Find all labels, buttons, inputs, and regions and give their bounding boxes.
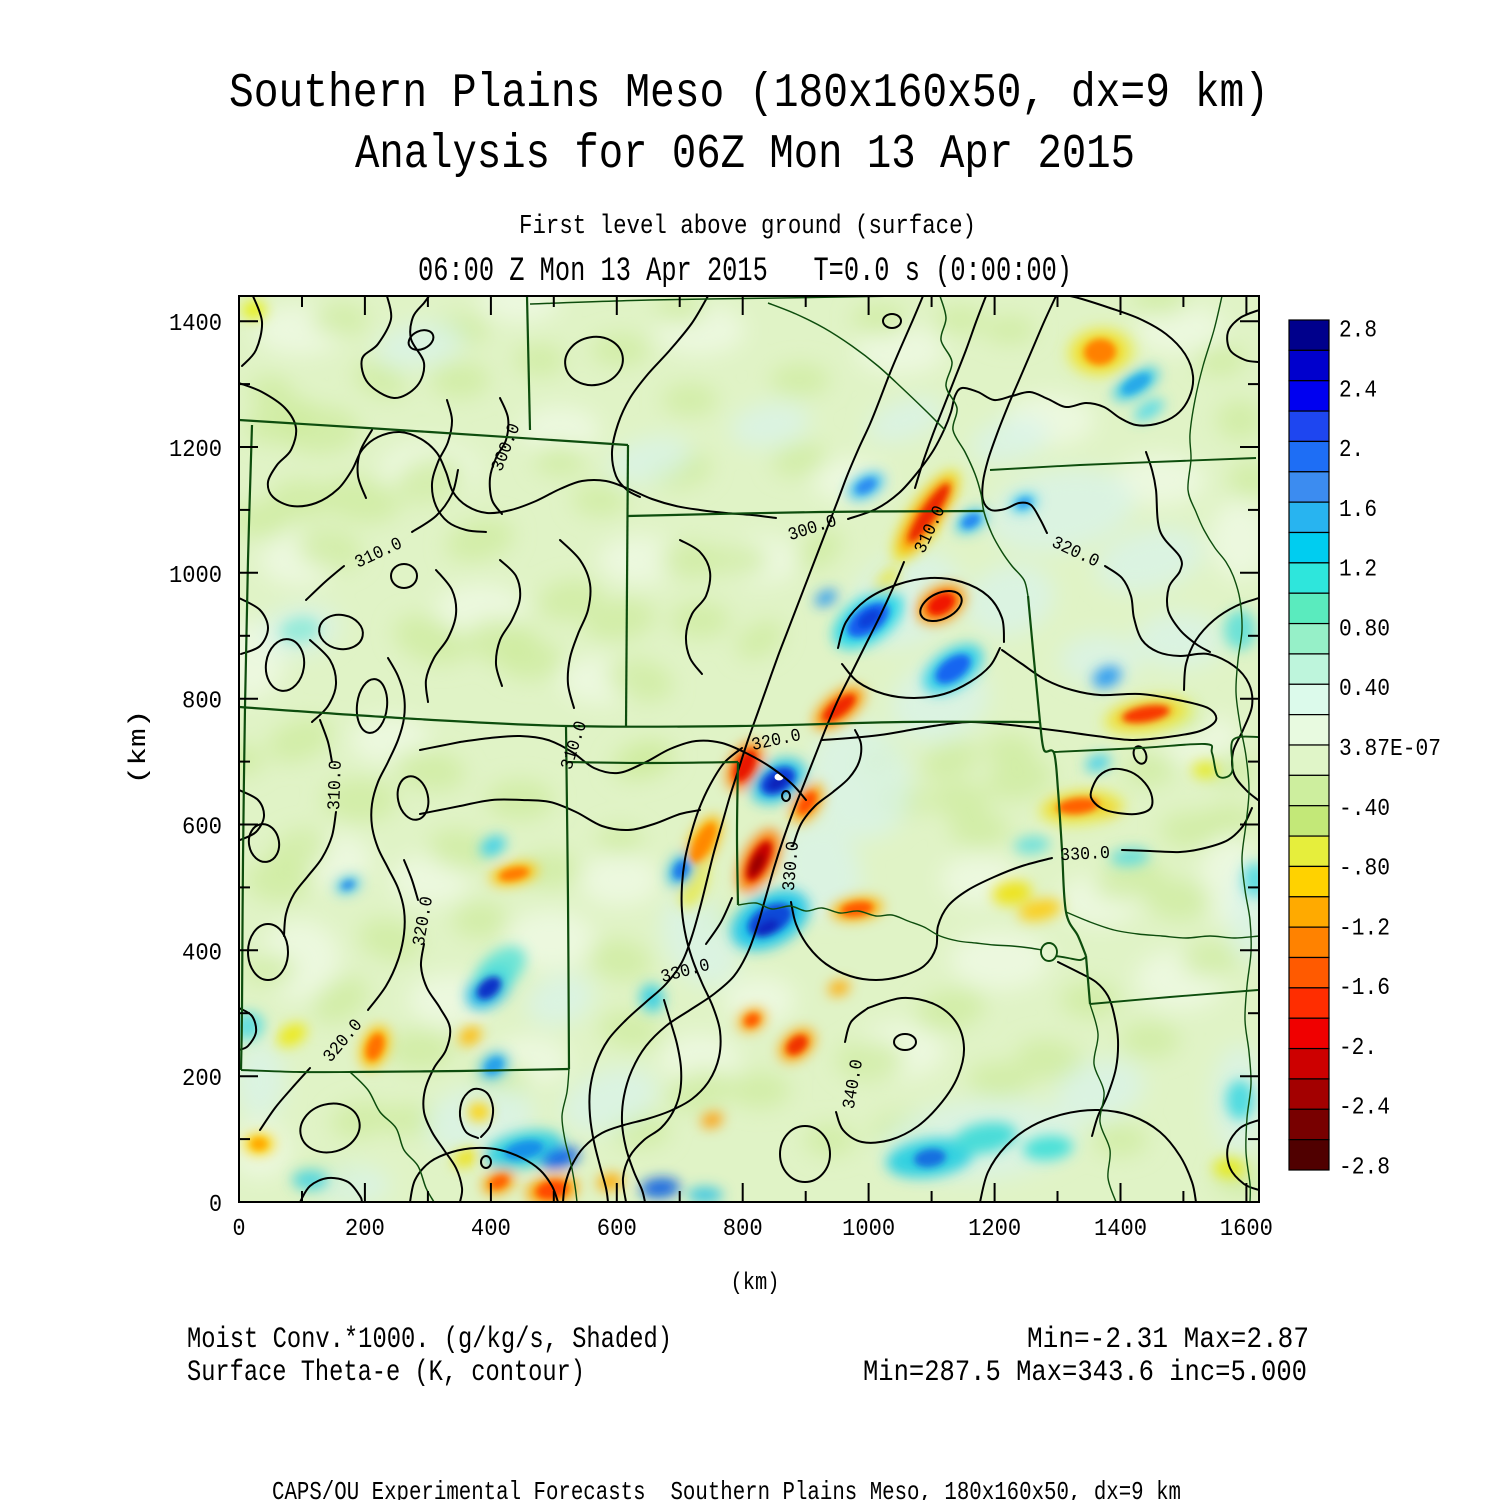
svg-text:0.80: 0.80 — [1339, 616, 1390, 643]
svg-text:800: 800 — [182, 689, 222, 716]
svg-text:1200: 1200 — [968, 1216, 1021, 1243]
svg-text:1000: 1000 — [169, 563, 222, 590]
svg-text:330.0: 330.0 — [1060, 844, 1111, 867]
svg-text:1.6: 1.6 — [1339, 497, 1377, 524]
svg-text:-2.4: -2.4 — [1339, 1095, 1390, 1122]
svg-text:-1.2: -1.2 — [1339, 915, 1390, 942]
svg-text:1000: 1000 — [842, 1216, 895, 1243]
svg-text:Southern Plains Meso (180x160x: Southern Plains Meso (180x160x50, dx=9 k… — [229, 67, 1269, 121]
svg-text:2.: 2. — [1339, 437, 1364, 464]
svg-text:-1.6: -1.6 — [1339, 975, 1390, 1002]
svg-text:Analysis for 06Z Mon 13 Apr 20: Analysis for 06Z Mon 13 Apr 2015 — [355, 128, 1135, 182]
svg-text:1400: 1400 — [1094, 1216, 1147, 1243]
svg-text:200: 200 — [345, 1216, 385, 1243]
svg-text:600: 600 — [182, 815, 222, 842]
svg-text:1.2: 1.2 — [1339, 557, 1377, 584]
svg-text:0: 0 — [233, 1216, 246, 1243]
svg-text:Surface Theta-e (K, contour): Surface Theta-e (K, contour) — [187, 1356, 585, 1390]
svg-text:(km): (km) — [731, 1270, 780, 1297]
svg-text:600: 600 — [597, 1216, 637, 1243]
svg-text:2.4: 2.4 — [1339, 377, 1377, 404]
svg-text:3.87E-07: 3.87E-07 — [1339, 736, 1441, 763]
svg-text:0.40: 0.40 — [1339, 676, 1390, 703]
svg-text:310.0: 310.0 — [325, 760, 347, 811]
svg-text:2.8: 2.8 — [1339, 318, 1377, 345]
svg-text:0: 0 — [209, 1192, 222, 1219]
svg-text:First level above ground (surf: First level above ground (surface) — [519, 212, 976, 242]
svg-text:200: 200 — [182, 1066, 222, 1093]
svg-text:-2.: -2. — [1339, 1035, 1377, 1062]
svg-text:Min=287.5 Max=343.6 inc=5.000: Min=287.5 Max=343.6 inc=5.000 — [863, 1356, 1307, 1390]
svg-text:-.80: -.80 — [1339, 856, 1390, 883]
svg-text:-2.8: -2.8 — [1339, 1155, 1390, 1182]
svg-text:Min=-2.31 Max=2.87: Min=-2.31 Max=2.87 — [1027, 1323, 1309, 1357]
svg-text:1200: 1200 — [169, 437, 222, 464]
svg-text:1600: 1600 — [1220, 1216, 1273, 1243]
svg-text:CAPS/OU Experimental Forecasts: CAPS/OU Experimental Forecasts Southern … — [272, 1477, 1181, 1500]
svg-text:330.0: 330.0 — [780, 840, 804, 892]
svg-text:800: 800 — [723, 1216, 763, 1243]
svg-text:-.40: -.40 — [1339, 796, 1390, 823]
svg-text:1400: 1400 — [169, 311, 222, 338]
svg-text:06:00 Z Mon 13 Apr 2015 T=0.: 06:00 Z Mon 13 Apr 2015 T=0.0 s (0:00:00… — [418, 253, 1072, 291]
svg-text:Moist Conv.*1000. (g/kg/s, Sha: Moist Conv.*1000. (g/kg/s, Shaded) — [187, 1323, 672, 1357]
svg-text:400: 400 — [471, 1216, 511, 1243]
svg-text:(km): (km) — [126, 710, 153, 785]
svg-text:400: 400 — [182, 940, 222, 967]
